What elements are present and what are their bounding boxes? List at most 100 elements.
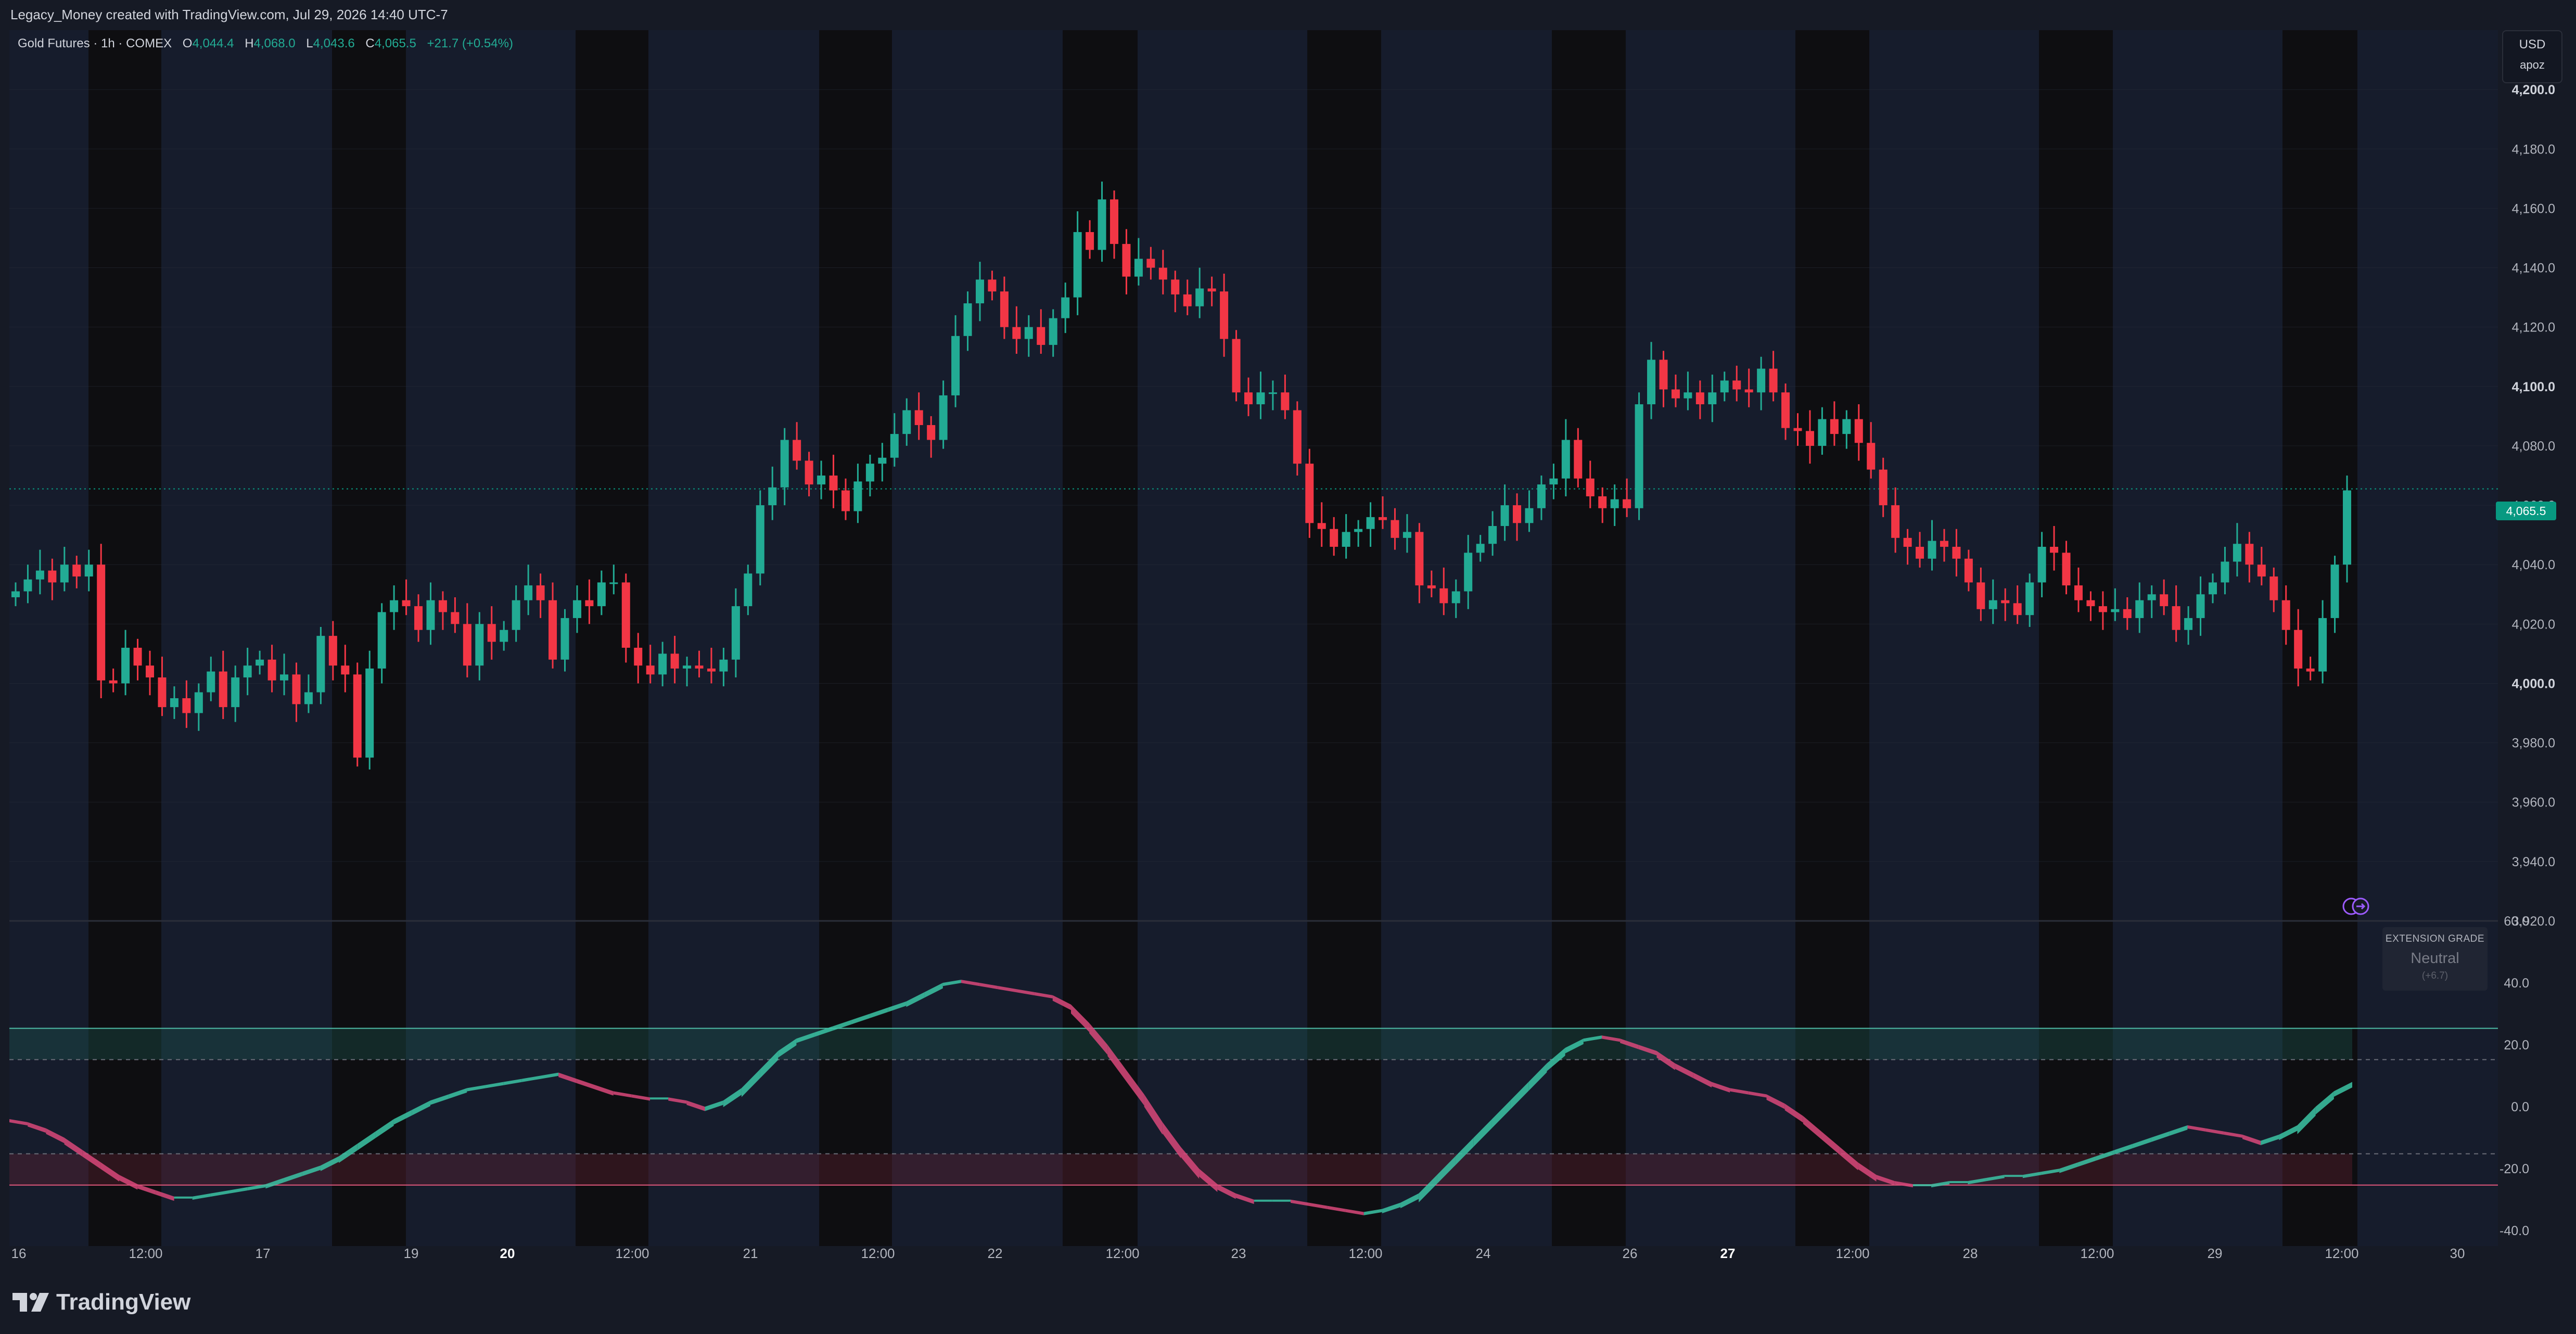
candle-body [670,653,679,669]
oscillator-segment [1876,1175,1895,1186]
top-bar: Legacy_Money created with TradingView.co… [0,0,2576,28]
currency-unit-button[interactable]: USD apoz [2502,30,2562,83]
candle-body [841,490,850,511]
legend-change: +21.7 (+0.54%) [427,36,513,50]
unit-label: apoz [2520,58,2545,71]
candle-body [304,692,313,704]
oscillator-segment [1840,1147,1858,1171]
candle-body [1330,529,1338,547]
candle-body [1305,464,1314,523]
oscillator-segment [1693,1072,1712,1088]
price-tick-label: 4,200.0 [2512,83,2555,97]
oscillator-segment [851,1014,870,1024]
price-tick-label: 4,020.0 [2512,617,2555,632]
price-tick-label: 3,940.0 [2512,855,2555,869]
candle-body [1598,496,1607,508]
candle-body [1427,585,1436,588]
time-tick-label: 29 [2208,1246,2223,1261]
candle-body [2074,585,2083,600]
oscillator-segment [1144,1094,1163,1135]
oscillator-segment [1126,1069,1144,1106]
candle-body [1195,288,1204,306]
oscillator-segment [1711,1082,1730,1093]
candle-body [683,665,692,669]
oscillator-segment [1382,1202,1401,1213]
candle-body [731,606,740,660]
candle-body [377,612,386,669]
oscillator-segment [796,1032,815,1043]
candle-body [902,410,911,434]
lower-zone [9,1153,2352,1185]
brand-name: TradingView [56,1289,191,1315]
oscillator-segment [1089,1023,1108,1055]
oscillator-segment [2132,1137,2151,1148]
candle-body [1976,582,1985,609]
oscillator-segment [1473,1119,1492,1147]
price-tick-label: 4,160.0 [2512,201,2555,216]
candle-body [1281,392,1290,411]
oscillator-segment [2096,1150,2114,1161]
oscillator-segment [1748,1091,1767,1098]
candle-body [2111,609,2120,612]
candle-body [524,585,533,600]
candle-body [1476,544,1485,553]
oscillator-segment [1199,1169,1218,1192]
oscillator-segment [485,1082,504,1088]
oscillator-segment [1181,1147,1200,1179]
oscillator-segment [2151,1131,2170,1143]
candle-body [865,464,874,482]
candle-body [1586,478,1595,496]
indicator-flag-icon[interactable] [2341,896,2372,917]
candle-body [48,570,57,583]
oscillator-segment [357,1131,376,1151]
oscillator-segment [412,1100,430,1115]
oscillator-segment [1217,1184,1236,1199]
candle-body [1867,443,1876,470]
candle-body [2147,594,2156,600]
candle-body [1122,243,1131,277]
candle-body [1964,558,1973,583]
price-tick-label: 4,000.0 [2512,676,2555,691]
candle-body [560,618,569,660]
candle-body [719,659,728,672]
oscillator-segment [650,1097,669,1100]
candle-body [1451,591,1460,604]
candle-body [1012,327,1021,339]
candle-body [1207,288,1216,292]
candle-body [390,600,399,612]
oscillator-segment [1583,1035,1602,1042]
legend-low-value: 4,043.6 [313,36,355,50]
candle-body [927,425,936,440]
oscillator-tick-label: 0.0 [2511,1100,2529,1114]
oscillator-segment [9,1119,28,1126]
tradingview-brand[interactable]: TradingView [12,1289,190,1315]
candle-body [2098,606,2107,612]
oscillator-segment [430,1094,449,1105]
candle-body [817,476,826,485]
candle-body [1171,279,1180,294]
candle-body [1256,392,1265,405]
candle-body [487,624,496,642]
oscillator-segment [613,1091,632,1098]
oscillator-segment [156,1190,174,1201]
oscillator-segment [46,1128,65,1144]
candle-body [975,279,984,304]
oscillator-segment [28,1122,46,1133]
price-tick-label: 4,140.0 [2512,261,2555,276]
oscillator-segment [2279,1125,2298,1140]
symbol-legend[interactable]: Gold Futures · 1h · COMEX O4,044.4 H4,06… [18,36,513,51]
time-tick-label: 12:00 [1348,1246,1382,1261]
candle-body [1891,505,1900,538]
candle-body [2330,565,2339,618]
candle-body [768,487,777,506]
night-band [1795,30,1869,1246]
oscillator-segment [778,1038,797,1058]
oscillator-segment [1070,1004,1090,1032]
oscillator-segment [2261,1134,2279,1146]
oscillator-segment [1437,1156,1456,1184]
candle-body [1525,508,1534,523]
candle-body [1354,529,1363,532]
oscillator-segment [2059,1162,2078,1173]
candle-body [2294,630,2303,669]
